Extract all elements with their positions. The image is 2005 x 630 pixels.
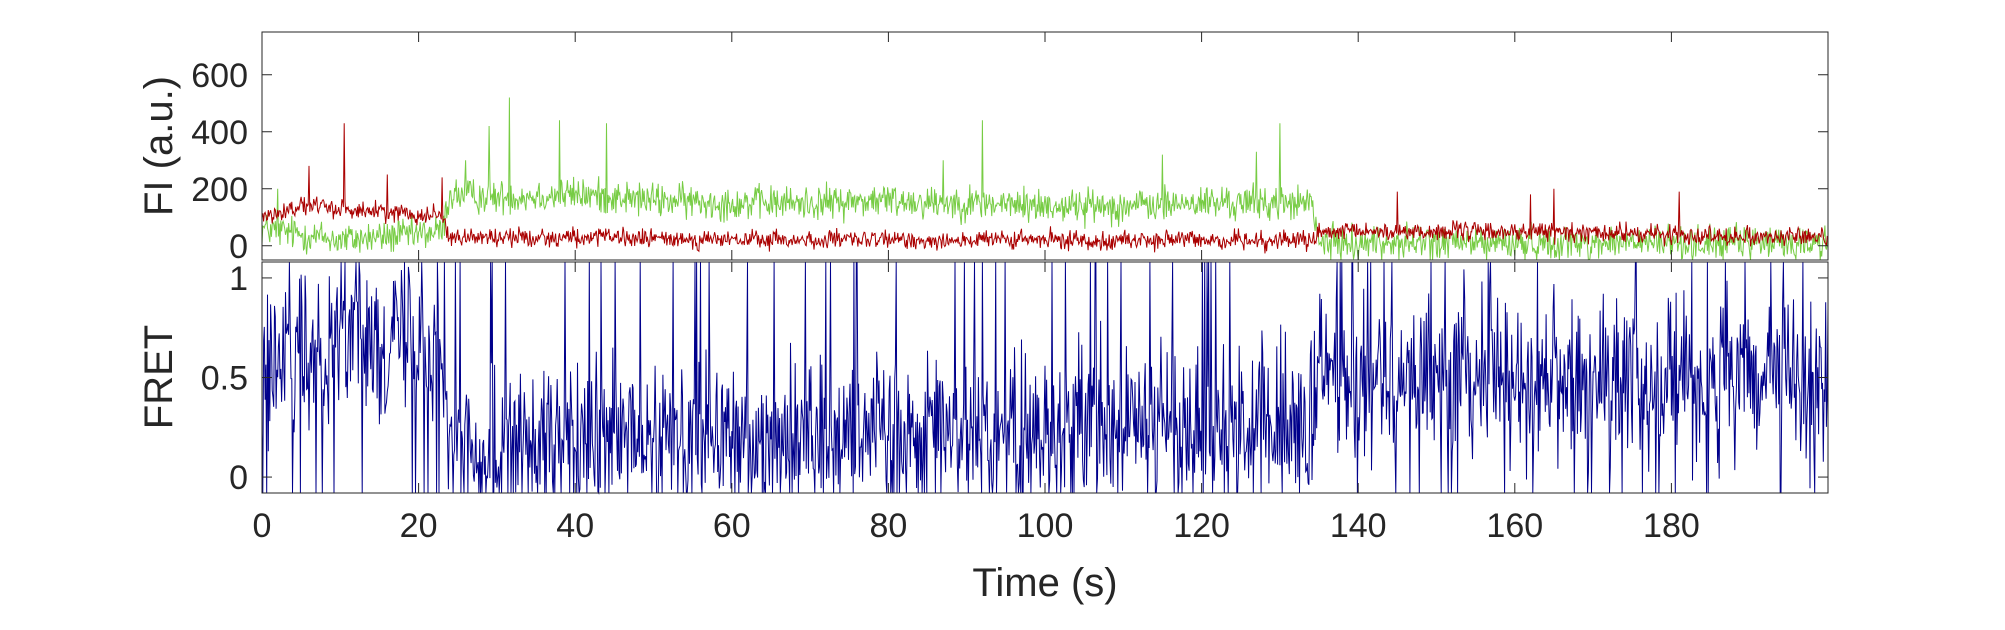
fret-y-tick-label: 0.5	[201, 360, 248, 398]
x-tick-label: 140	[1330, 507, 1387, 545]
x-tick-label: 100	[1017, 507, 1074, 545]
fluorescence-panel: 0 200 400 600 FI (a.u.)	[137, 31, 1829, 266]
fret-y-ticks: 00.51	[201, 260, 1828, 497]
x-tick-label: 160	[1486, 507, 1543, 545]
fret-y-axis-label: FRET	[137, 325, 181, 429]
fret-panel: 00.51 0 20 40 60 80 100 120 140 160 180 FRET Time…	[137, 260, 1829, 605]
fluorescence-series-line-0	[261, 97, 1829, 261]
fret-series-line-0	[261, 261, 1829, 495]
x-tick-label: 60	[713, 507, 751, 545]
fret-series-group	[261, 261, 1829, 495]
fluorescence-y-tick-label: 0	[229, 228, 248, 266]
fluorescence-series-line-1	[261, 123, 1829, 254]
x-tick-label: 40	[556, 507, 594, 545]
fret-x-ticks: 0 20 40 60 80 100 120 140 160 180	[253, 262, 1700, 545]
x-tick-label: 120	[1173, 507, 1230, 545]
fluorescence-plot-area	[262, 32, 1828, 260]
fluorescence-y-tick-label: 600	[191, 57, 248, 95]
fluorescence-y-axis-label: FI (a.u.)	[137, 76, 181, 216]
x-tick-label: 0	[253, 507, 272, 545]
x-tick-label: 80	[869, 507, 907, 545]
fluorescence-y-ticks: 0 200 400 600	[191, 57, 1828, 266]
fluorescence-x-ticks	[261, 32, 1672, 260]
fret-y-tick-label: 1	[229, 260, 248, 298]
fret-y-tick-label: 0	[229, 459, 248, 497]
x-tick-label: 180	[1643, 507, 1700, 545]
x-tick-label: 20	[400, 507, 438, 545]
fluorescence-y-tick-label: 400	[191, 114, 248, 152]
fluorescence-series-group	[261, 97, 1829, 261]
fluorescence-y-tick-label: 200	[191, 171, 248, 209]
x-axis-label: Time (s)	[972, 561, 1117, 605]
